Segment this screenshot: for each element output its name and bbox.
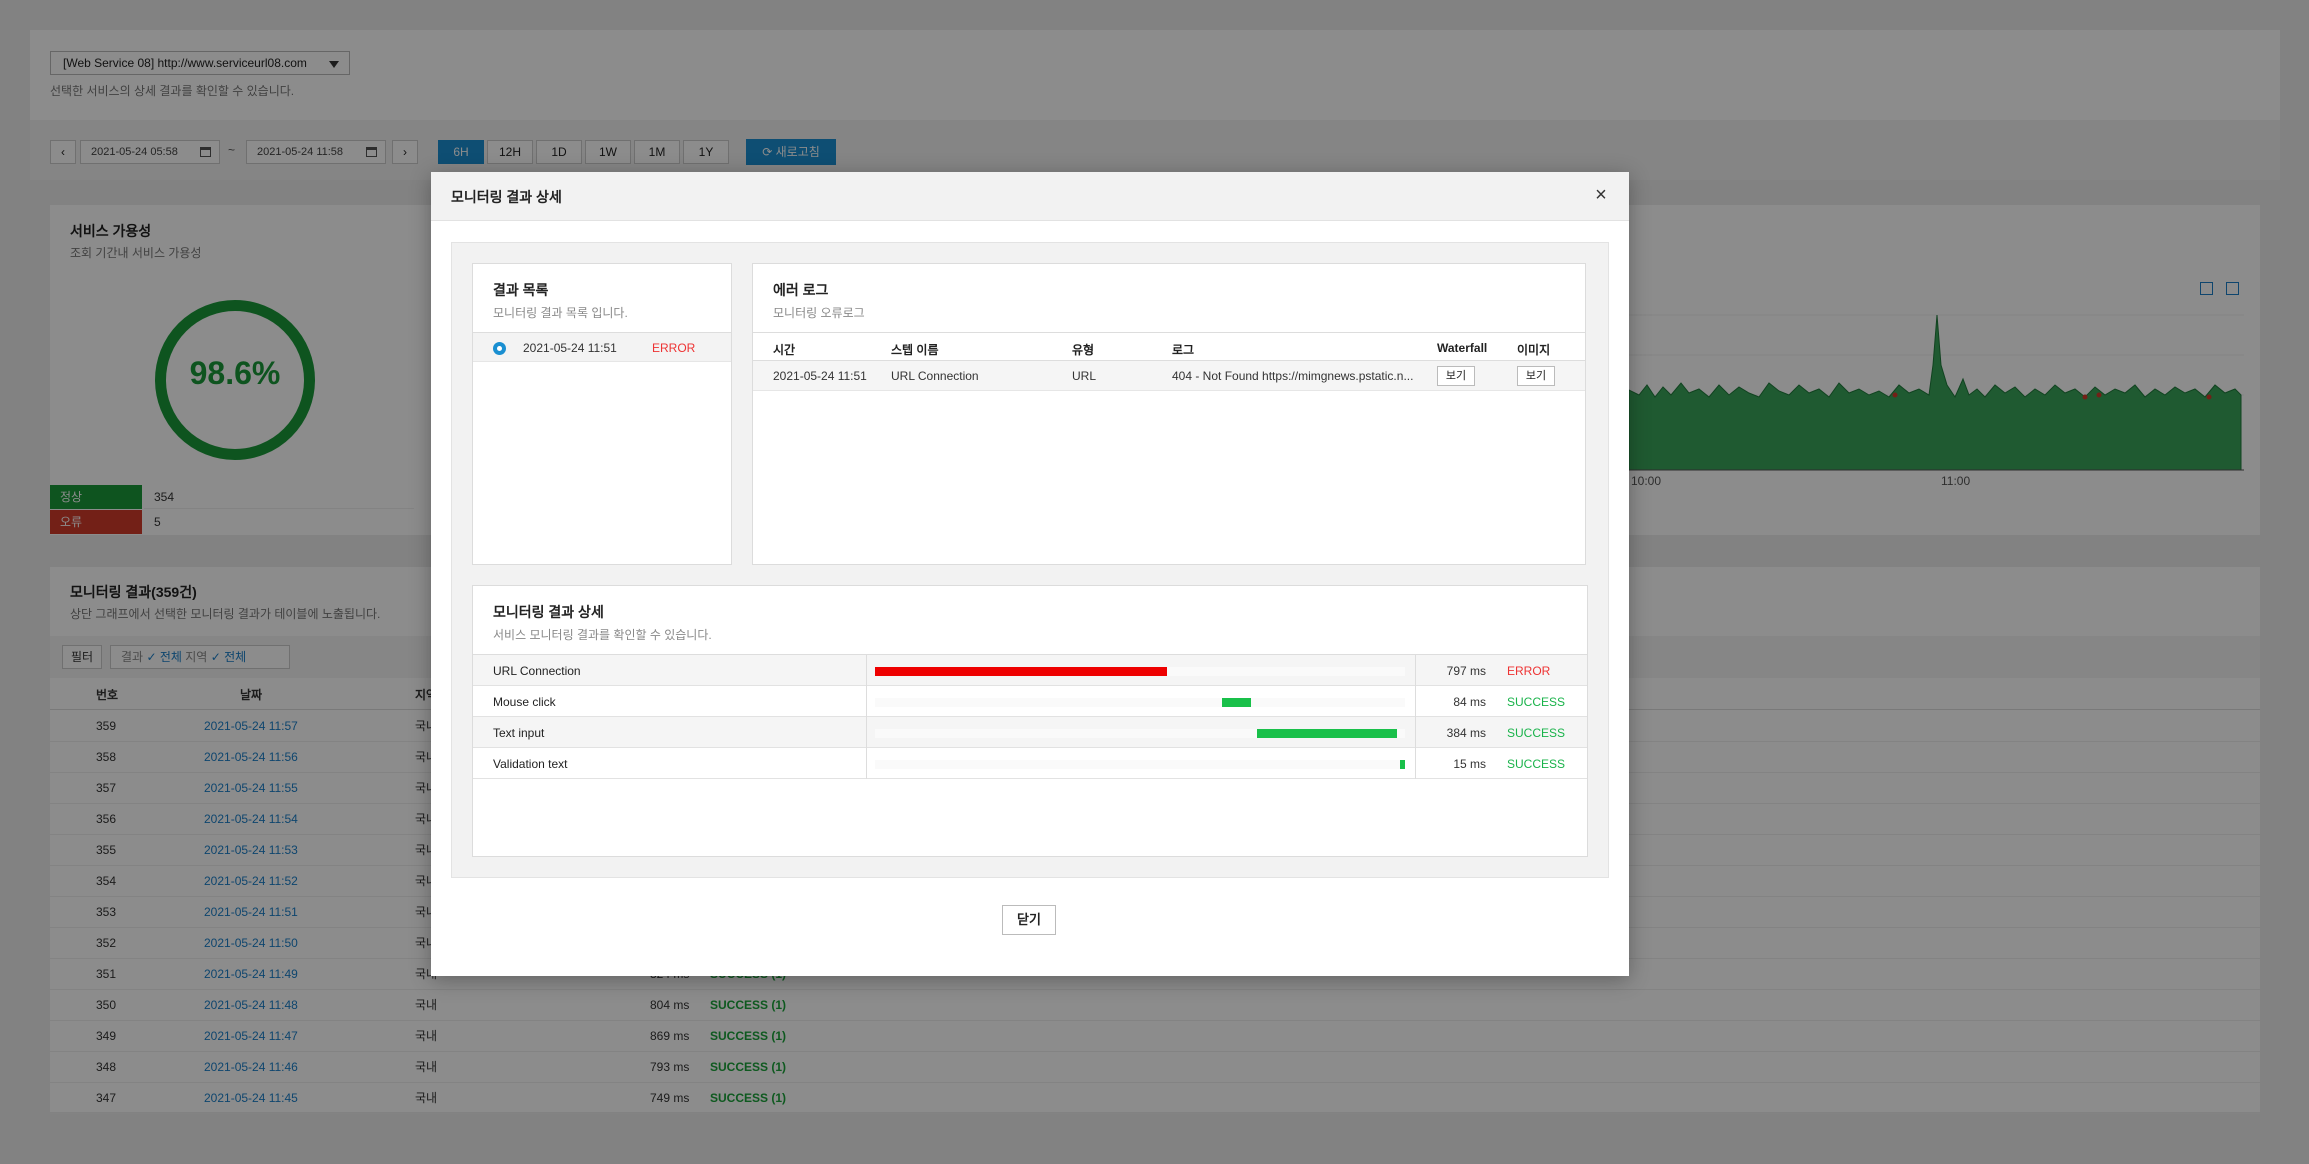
column-divider xyxy=(866,717,867,748)
modal-body: 결과 목록 모니터링 결과 목록 입니다. 2021-05-24 11:51 E… xyxy=(451,242,1609,878)
col-log: 로그 xyxy=(1172,341,1194,358)
log-step: URL Connection xyxy=(891,369,979,383)
col-step: 스텝 이름 xyxy=(891,341,939,358)
error-log-subtitle: 모니터링 오류로그 xyxy=(773,304,865,321)
col-time: 시간 xyxy=(773,341,795,358)
column-divider xyxy=(1415,686,1416,717)
column-divider xyxy=(866,655,867,686)
step-status: ERROR xyxy=(1507,664,1550,678)
step-duration: 797 ms xyxy=(1447,664,1486,678)
log-time: 2021-05-24 11:51 xyxy=(773,369,867,383)
waterfall-track xyxy=(875,667,1405,676)
modal-title: 모니터링 결과 상세 xyxy=(451,187,562,207)
result-list-item[interactable]: 2021-05-24 11:51 ERROR xyxy=(473,332,731,362)
error-log-title: 에러 로그 xyxy=(773,280,828,300)
image-view-button[interactable]: 보기 xyxy=(1517,366,1555,386)
result-detail-subtitle: 서비스 모니터링 결과를 확인할 수 있습니다. xyxy=(493,626,712,643)
error-log-header: 시간 스텝 이름 유형 로그 Waterfall 이미지 xyxy=(753,332,1585,361)
step-status: SUCCESS xyxy=(1507,695,1565,709)
monitoring-detail-modal: 모니터링 결과 상세 × 결과 목록 모니터링 결과 목록 입니다. 2021-… xyxy=(431,172,1629,976)
column-divider xyxy=(1415,717,1416,748)
result-detail-panel: 모니터링 결과 상세 서비스 모니터링 결과를 확인할 수 있습니다. URL … xyxy=(472,585,1588,857)
error-log-panel: 에러 로그 모니터링 오류로그 시간 스텝 이름 유형 로그 Waterfall… xyxy=(752,263,1586,565)
step-name: URL Connection xyxy=(493,664,581,678)
waterfall-bar xyxy=(875,667,1167,676)
waterfall-row: URL Connection 797 ms ERROR xyxy=(473,655,1587,686)
step-name: Mouse click xyxy=(493,695,556,709)
log-type: URL xyxy=(1072,369,1096,383)
step-name: Text input xyxy=(493,726,544,740)
step-status: SUCCESS xyxy=(1507,757,1565,771)
step-name: Validation text xyxy=(493,757,568,771)
step-status: SUCCESS xyxy=(1507,726,1565,740)
radio-selected-icon[interactable] xyxy=(493,342,506,355)
column-divider xyxy=(866,748,867,779)
result-time: 2021-05-24 11:51 xyxy=(523,341,617,355)
step-duration: 84 ms xyxy=(1453,695,1486,709)
waterfall-view-button[interactable]: 보기 xyxy=(1437,366,1475,386)
result-detail-title: 모니터링 결과 상세 xyxy=(493,602,604,622)
step-duration: 384 ms xyxy=(1447,726,1486,740)
close-button[interactable]: 닫기 xyxy=(1002,905,1056,935)
col-waterfall: Waterfall xyxy=(1437,341,1487,355)
error-log-row: 2021-05-24 11:51 URL Connection URL 404 … xyxy=(753,361,1585,391)
col-type: 유형 xyxy=(1072,341,1094,358)
modal-header: 모니터링 결과 상세 × xyxy=(431,172,1629,221)
waterfall-bar xyxy=(1222,698,1251,707)
column-divider xyxy=(1415,655,1416,686)
result-list-title: 결과 목록 xyxy=(493,280,548,300)
result-list-subtitle: 모니터링 결과 목록 입니다. xyxy=(493,304,628,321)
close-icon[interactable]: × xyxy=(1589,184,1613,208)
waterfall-track xyxy=(875,729,1405,738)
result-list-panel: 결과 목록 모니터링 결과 목록 입니다. 2021-05-24 11:51 E… xyxy=(472,263,732,565)
step-duration: 15 ms xyxy=(1453,757,1486,771)
column-divider xyxy=(1415,748,1416,779)
waterfall-track xyxy=(875,698,1405,707)
waterfall-bar xyxy=(1257,729,1397,738)
col-image: 이미지 xyxy=(1517,341,1550,358)
waterfall-row: Validation text 15 ms SUCCESS xyxy=(473,748,1587,779)
column-divider xyxy=(866,686,867,717)
result-status: ERROR xyxy=(652,341,695,355)
waterfall-row: Text input 384 ms SUCCESS xyxy=(473,717,1587,748)
waterfall-row: Mouse click 84 ms SUCCESS xyxy=(473,686,1587,717)
waterfall-table: URL Connection 797 ms ERROR Mouse click 84 m… xyxy=(473,654,1587,655)
log-message: 404 - Not Found https://mimgnews.pstatic… xyxy=(1172,369,1413,383)
waterfall-track xyxy=(875,760,1405,769)
waterfall-bar xyxy=(1400,760,1405,769)
